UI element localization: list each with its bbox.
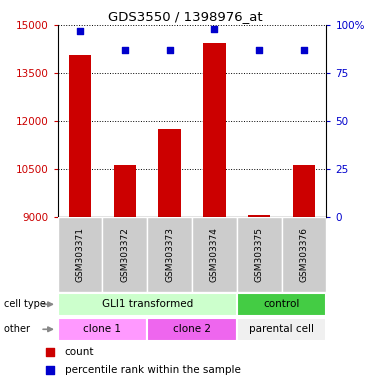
- Bar: [237, 217, 282, 292]
- Bar: [114, 165, 136, 217]
- Bar: [58, 217, 102, 292]
- Point: [47, 349, 53, 355]
- Point: [167, 47, 173, 53]
- Text: GSM303373: GSM303373: [165, 227, 174, 282]
- Text: clone 2: clone 2: [173, 324, 211, 334]
- Bar: [237, 293, 326, 316]
- Bar: [237, 318, 326, 341]
- Point: [301, 47, 307, 53]
- Text: GSM303374: GSM303374: [210, 227, 219, 282]
- Text: clone 1: clone 1: [83, 324, 121, 334]
- Text: GSM303372: GSM303372: [120, 227, 129, 282]
- Text: GLI1 transformed: GLI1 transformed: [102, 299, 193, 310]
- Text: parental cell: parental cell: [249, 324, 314, 334]
- Point: [256, 47, 262, 53]
- Bar: [158, 129, 181, 217]
- Bar: [147, 217, 192, 292]
- Text: GSM303375: GSM303375: [255, 227, 264, 282]
- Point: [77, 28, 83, 34]
- Text: other: other: [4, 324, 33, 334]
- Text: GSM303376: GSM303376: [299, 227, 309, 282]
- Text: GSM303371: GSM303371: [75, 227, 85, 282]
- Bar: [147, 318, 237, 341]
- Text: GDS3550 / 1398976_at: GDS3550 / 1398976_at: [108, 10, 263, 23]
- Text: percentile rank within the sample: percentile rank within the sample: [65, 365, 241, 375]
- Bar: [69, 55, 91, 217]
- Bar: [248, 215, 270, 217]
- Point: [211, 26, 217, 32]
- Text: count: count: [65, 347, 94, 357]
- Point: [122, 47, 128, 53]
- Text: cell type: cell type: [4, 299, 49, 310]
- Bar: [293, 165, 315, 217]
- Bar: [102, 217, 147, 292]
- Bar: [58, 293, 237, 316]
- Bar: [58, 318, 147, 341]
- Text: control: control: [263, 299, 300, 310]
- Bar: [203, 43, 226, 217]
- Point: [47, 367, 53, 373]
- Bar: [192, 217, 237, 292]
- Bar: [282, 217, 326, 292]
